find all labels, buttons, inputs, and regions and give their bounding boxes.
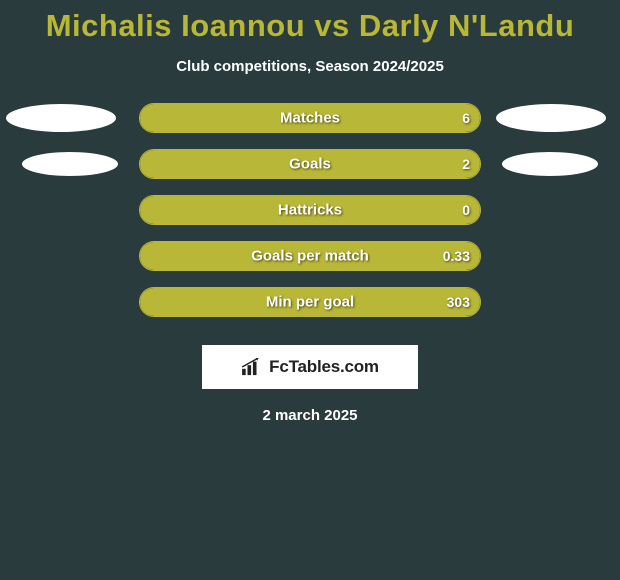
- stat-bar-fill: [140, 150, 480, 178]
- stat-bar-fill: [140, 242, 480, 270]
- stat-bar: Hattricks 0: [139, 195, 481, 225]
- avatar-placeholder-right: [496, 104, 606, 132]
- stat-row: Goals 2: [0, 149, 620, 179]
- logo-text: FcTables.com: [269, 357, 379, 377]
- page-subtitle: Club competitions, Season 2024/2025: [176, 58, 444, 75]
- stat-row: Matches 6: [0, 103, 620, 133]
- page-title: Michalis Ioannou vs Darly N'Landu: [46, 8, 575, 44]
- stat-bar: Goals 2: [139, 149, 481, 179]
- stat-rows: Matches 6 Goals 2 Hattricks 0: [0, 103, 620, 333]
- container: Michalis Ioannou vs Darly N'Landu Club c…: [0, 0, 620, 424]
- stat-bar: Matches 6: [139, 103, 481, 133]
- date-text: 2 march 2025: [262, 407, 357, 424]
- stat-row: Goals per match 0.33: [0, 241, 620, 271]
- stat-bar: Min per goal 303: [139, 287, 481, 317]
- stat-bar-fill: [140, 104, 480, 132]
- stat-bar-fill: [140, 196, 480, 224]
- bar-chart-icon: [241, 358, 263, 376]
- stat-row: Hattricks 0: [0, 195, 620, 225]
- site-logo: FcTables.com: [202, 345, 418, 389]
- avatar-placeholder-left: [22, 152, 118, 176]
- avatar-placeholder-right: [502, 152, 598, 176]
- avatar-placeholder-left: [6, 104, 116, 132]
- stat-bar: Goals per match 0.33: [139, 241, 481, 271]
- stat-row: Min per goal 303: [0, 287, 620, 317]
- stat-bar-fill: [140, 288, 480, 316]
